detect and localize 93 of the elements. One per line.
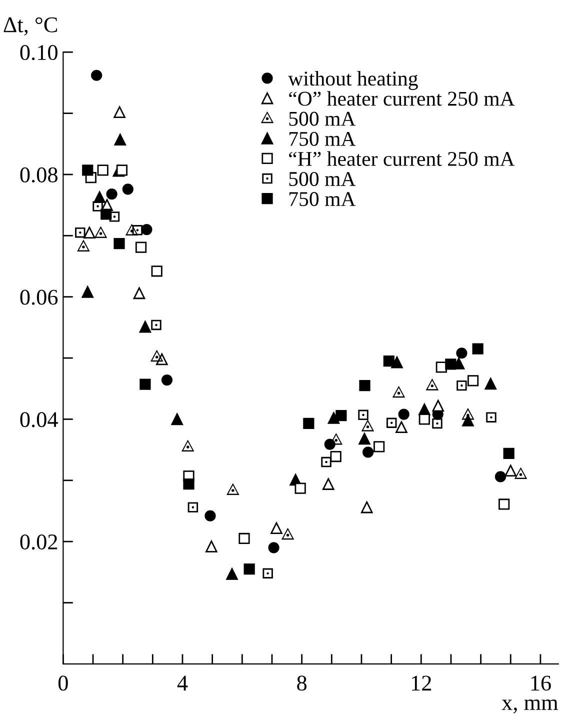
point — [226, 483, 240, 495]
x-axis-title: x, mm — [502, 699, 558, 714]
point — [171, 413, 184, 426]
point — [456, 348, 468, 359]
point — [77, 240, 90, 252]
point — [270, 522, 282, 534]
point — [268, 542, 280, 554]
point — [445, 358, 456, 370]
point — [181, 440, 194, 452]
point — [122, 184, 134, 195]
point — [303, 418, 314, 430]
point — [139, 320, 152, 333]
legend-label: “O” heater current 250 mA — [289, 91, 515, 106]
point — [106, 188, 118, 200]
point — [151, 320, 162, 330]
point — [262, 568, 273, 578]
point — [330, 450, 342, 462]
point — [238, 532, 250, 544]
point — [432, 418, 442, 429]
point — [84, 226, 96, 239]
y-tick-label: 0.06 — [20, 290, 58, 305]
x-tick-label: 4 — [177, 676, 188, 690]
point — [140, 378, 151, 390]
point — [514, 467, 528, 480]
point — [426, 378, 439, 390]
point — [494, 471, 506, 482]
point — [322, 478, 334, 490]
point — [456, 380, 467, 391]
point — [116, 164, 128, 176]
point — [467, 375, 479, 386]
point — [484, 378, 497, 390]
point — [398, 408, 410, 420]
point — [114, 238, 125, 250]
point — [294, 482, 306, 494]
x-tick-label: 12 — [412, 676, 432, 690]
y-tick-label: 0.10 — [20, 45, 58, 60]
x-tick-label: 0 — [58, 676, 68, 691]
x-tick-label: 8 — [297, 676, 307, 691]
point — [396, 421, 408, 434]
point — [132, 225, 143, 236]
point — [503, 448, 514, 460]
point — [100, 208, 112, 220]
point — [188, 502, 198, 512]
legend-label: without heating — [288, 71, 418, 90]
point — [141, 224, 152, 236]
point — [472, 343, 484, 354]
point — [336, 410, 347, 422]
point — [462, 414, 474, 426]
point — [75, 228, 86, 238]
point — [360, 501, 373, 514]
point — [226, 568, 238, 580]
legend-label: 750 mA — [289, 192, 356, 206]
point — [486, 412, 496, 422]
point — [114, 134, 126, 146]
point — [504, 464, 517, 476]
point — [150, 350, 164, 362]
point — [374, 441, 385, 452]
point — [392, 386, 406, 398]
point — [361, 420, 374, 432]
y-tick-label: 0.02 — [20, 534, 58, 550]
point — [91, 70, 102, 81]
point — [436, 362, 447, 373]
point — [432, 400, 444, 412]
x-tick-label: 16 — [531, 676, 551, 691]
point — [94, 226, 108, 238]
point — [383, 356, 394, 367]
point — [135, 242, 147, 253]
point — [498, 498, 510, 510]
point — [151, 266, 162, 277]
point — [204, 510, 216, 522]
point — [358, 410, 368, 420]
point — [97, 164, 108, 176]
point — [161, 374, 173, 386]
point — [82, 286, 94, 298]
point — [362, 446, 374, 458]
point — [183, 478, 194, 490]
point — [281, 528, 294, 540]
point — [82, 164, 94, 176]
legend-label: 500 mA — [289, 172, 356, 186]
y-tick-label: 0.04 — [20, 412, 58, 428]
point — [114, 106, 126, 118]
point — [244, 564, 255, 575]
point — [358, 432, 370, 445]
legend-label: 750 mA — [289, 132, 356, 146]
point — [206, 540, 218, 552]
point — [359, 380, 370, 392]
point — [418, 414, 430, 425]
point — [321, 456, 332, 468]
y-tick-label: 0.08 — [20, 167, 58, 183]
legend-label: “H” heater current 250 mA — [289, 151, 515, 166]
point — [133, 287, 146, 300]
legend-label: 500 mA — [289, 112, 356, 126]
y-axis-title: Δt, °C — [4, 17, 57, 36]
